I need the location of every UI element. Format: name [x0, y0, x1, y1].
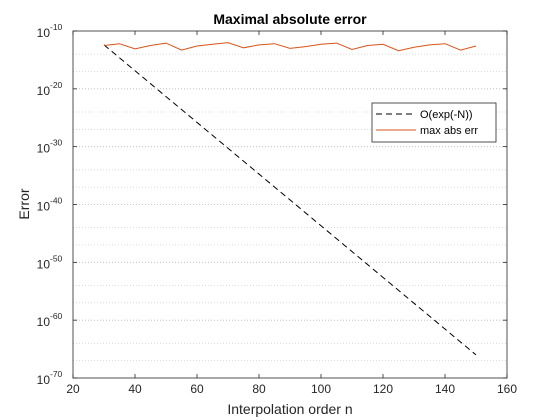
- y-tick-label-base: 10: [37, 26, 51, 40]
- y-tick-label: 10 -30: [37, 138, 63, 156]
- y-tick-label: 10 -60: [37, 311, 63, 329]
- y-tick-label: 10 -20: [37, 80, 63, 98]
- y-tick-label-exponent: -70: [50, 369, 63, 379]
- y-tick-label: 10 -70: [37, 369, 63, 387]
- chart-title: Maximal absolute error: [213, 11, 367, 27]
- y-tick-label-exponent: -50: [50, 253, 63, 263]
- y-tick-label: 10 -40: [37, 196, 63, 214]
- legend-label-exp: O(exp(-N)): [420, 109, 473, 121]
- series-line-exp-reference: [103, 44, 477, 356]
- y-tick-label-base: 10: [37, 257, 51, 271]
- y-tick-label-exponent: -40: [50, 196, 63, 206]
- x-tick-label: 120: [373, 382, 393, 396]
- x-tick-label: 80: [252, 382, 266, 396]
- y-tick-label-exponent: -20: [50, 80, 63, 90]
- series-layer: [103, 42, 477, 356]
- y-axis-label: Error: [16, 188, 32, 219]
- ticks: [72, 30, 508, 379]
- y-tick-label-base: 10: [37, 200, 51, 214]
- y-tick-label: 10 -50: [37, 253, 63, 271]
- series-line-max-abs-err: [103, 42, 477, 52]
- x-tick-labels: 20 40 60 80 100 120 140 160: [66, 382, 517, 396]
- x-tick-label: 160: [497, 382, 517, 396]
- legend: O(exp(-N)) max abs err: [371, 102, 497, 143]
- y-tick-label-base: 10: [37, 142, 51, 156]
- y-tick-label-exponent: -60: [50, 311, 63, 321]
- y-tick-label: 10 -10: [37, 22, 63, 40]
- x-tick-label: 140: [435, 382, 455, 396]
- legend-box: [371, 102, 497, 143]
- y-tick-label-exponent: -30: [50, 138, 63, 148]
- x-tick-label: 20: [66, 382, 80, 396]
- y-tick-label-base: 10: [37, 373, 51, 387]
- x-tick-label: 60: [190, 382, 204, 396]
- y-tick-label-exponent: -10: [50, 22, 63, 32]
- y-tick-label-base: 10: [37, 84, 51, 98]
- y-tick-label-base: 10: [37, 315, 51, 329]
- legend-label-err: max abs err: [420, 125, 478, 137]
- x-tick-label: 40: [128, 382, 142, 396]
- x-tick-label: 100: [311, 382, 331, 396]
- grid: [73, 53, 507, 362]
- x-axis-label: Interpolation order n: [227, 401, 352, 417]
